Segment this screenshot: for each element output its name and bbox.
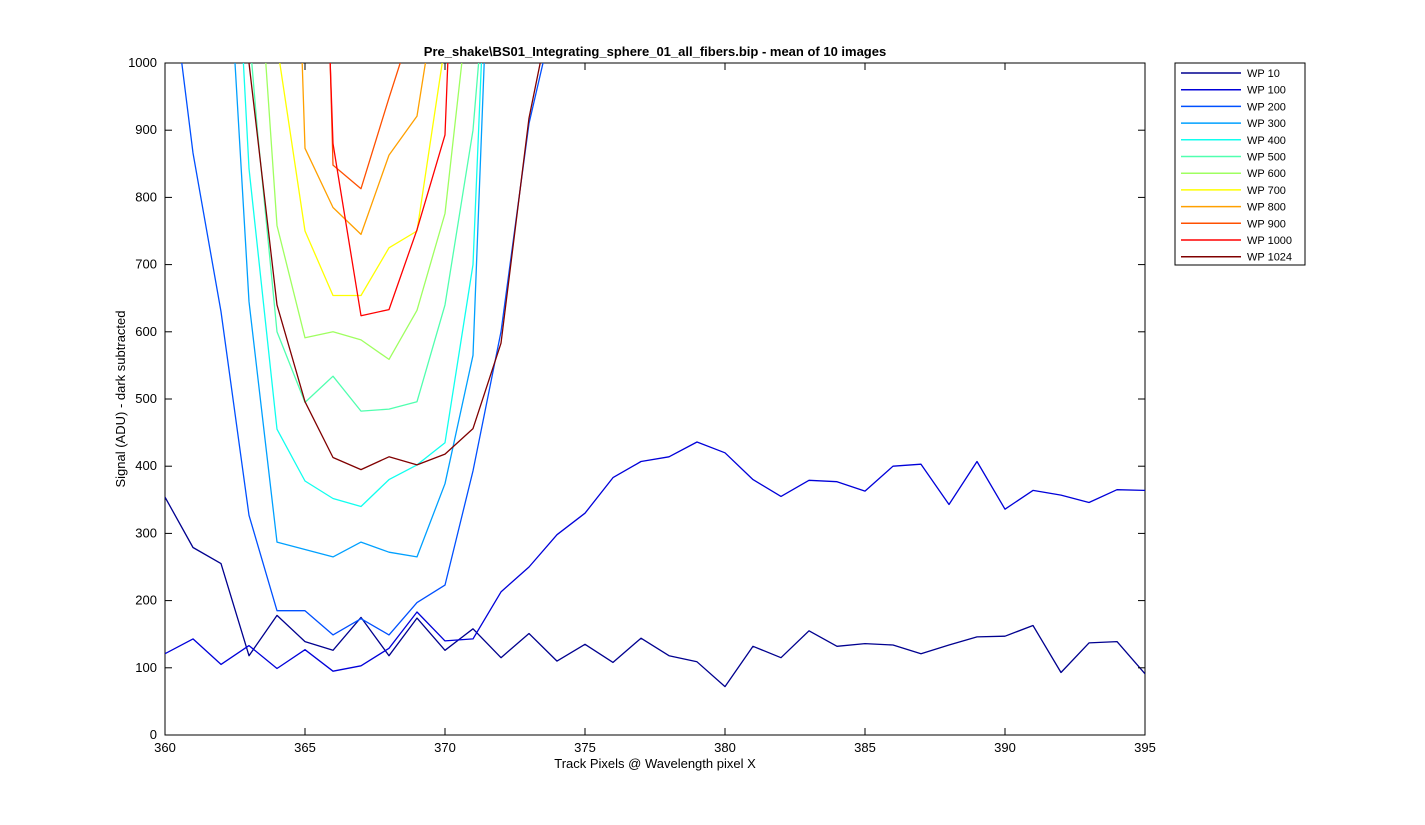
y-tick-label: 1000 (128, 55, 157, 70)
axis-ticks: 360 365 370 375 380 385 390 395 0 100 200 300 400 500… (128, 55, 1156, 755)
legend-label: WP 500 (1247, 152, 1286, 164)
y-tick-label: 100 (135, 660, 157, 675)
x-tick-label: 360 (154, 740, 176, 755)
series-line-wp-200 (181, 63, 544, 636)
chart-title: Pre_shake\BS01_Integrating_sphere_01_all… (424, 44, 886, 59)
series-line-wp-10 (165, 496, 1145, 688)
legend-label: WP 300 (1247, 118, 1286, 130)
legend-label: WP 400 (1247, 135, 1286, 147)
series-line-wp-400 (242, 63, 483, 508)
y-tick-label: 900 (135, 122, 157, 137)
series-group (165, 63, 1145, 688)
series-line-wp-1000 (329, 63, 449, 317)
series-line-wp-1024 (248, 63, 541, 471)
legend-label: WP 900 (1247, 218, 1286, 230)
legend-label: WP 100 (1247, 85, 1286, 97)
x-tick-label: 365 (294, 740, 316, 755)
x-tick-label: 375 (574, 740, 596, 755)
series-line-wp-100 (165, 441, 1145, 672)
series-line-wp-600 (265, 63, 463, 361)
x-tick-label: 395 (1134, 740, 1156, 755)
series-line-wp-800 (301, 63, 427, 236)
y-tick-label: 400 (135, 458, 157, 473)
series-line-wp-300 (234, 63, 485, 558)
legend-label: WP 600 (1247, 168, 1286, 180)
y-tick-label: 800 (135, 189, 157, 204)
x-tick-label: 385 (854, 740, 876, 755)
legend-label: WP 200 (1247, 101, 1286, 113)
legend-label: WP 700 (1247, 185, 1286, 197)
x-axis-label: Track Pixels @ Wavelength pixel X (554, 756, 756, 771)
y-tick-label: 300 (135, 525, 157, 540)
legend-label: WP 10 (1247, 68, 1280, 80)
y-axis-label: Signal (ADU) - dark subtracted (113, 310, 128, 487)
x-tick-label: 370 (434, 740, 456, 755)
x-tick-label: 390 (994, 740, 1016, 755)
y-tick-label: 200 (135, 593, 157, 608)
legend-label: WP 800 (1247, 202, 1286, 214)
y-tick-label: 600 (135, 324, 157, 339)
y-tick-label: 700 (135, 257, 157, 272)
plot-area (164, 62, 1146, 736)
y-tick-label: 500 (135, 391, 157, 406)
x-tick-label: 380 (714, 740, 736, 755)
legend: WP 10 WP 100 WP 200 WP 300 WP 400 WP 500 WP 60… (1174, 62, 1306, 266)
y-tick-label: 0 (150, 727, 157, 742)
legend-label: WP 1000 (1247, 235, 1292, 247)
legend-box (1174, 62, 1306, 266)
series-line-wp-500 (251, 63, 480, 412)
legend-label: WP 1024 (1247, 252, 1292, 264)
